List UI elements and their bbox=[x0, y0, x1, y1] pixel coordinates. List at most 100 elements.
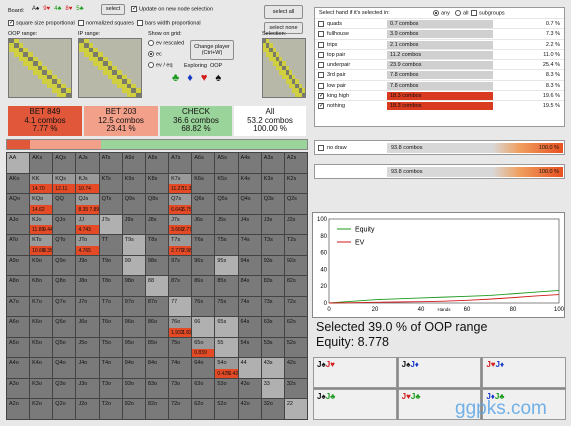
selection-thumbnail[interactable] bbox=[262, 38, 306, 98]
ec-option[interactable]: ec bbox=[148, 51, 162, 57]
hand-category-row[interactable]: quads 0.7 combos 0.7 % bbox=[315, 18, 564, 28]
grid-cell[interactable]: Q6s bbox=[192, 194, 215, 214]
grid-cell[interactable]: K7o bbox=[30, 296, 53, 317]
grid-cell[interactable]: 74o bbox=[169, 358, 192, 378]
action-box[interactable]: BET 203 12.5 combos 23.41 % bbox=[84, 106, 158, 136]
grid-cell[interactable]: T2s bbox=[284, 235, 307, 255]
grid-cell[interactable]: 86o bbox=[145, 317, 169, 337]
grid-cell[interactable]: 43o bbox=[238, 378, 261, 399]
hand-category-checkbox[interactable] bbox=[318, 31, 324, 38]
grid-cell[interactable]: 65o 0.839 bbox=[192, 337, 215, 358]
grid-cell[interactable]: 63s bbox=[261, 317, 284, 337]
grid-cell[interactable]: T3o bbox=[99, 378, 122, 399]
suit-filter-icon[interactable]: ♦ bbox=[187, 72, 193, 84]
grid-cell[interactable]: 95s bbox=[215, 255, 238, 276]
square-size-checkbox[interactable] bbox=[8, 19, 14, 26]
update-on-node-option[interactable]: Update on new node selection bbox=[131, 5, 213, 12]
grid-cell[interactable]: A6s bbox=[192, 153, 215, 173]
grid-cell[interactable]: 93s bbox=[261, 255, 284, 276]
bars-width-checkbox[interactable] bbox=[137, 20, 143, 26]
hand-combo[interactable]: J♠J♦ bbox=[397, 357, 482, 388]
ev-eq-option[interactable]: ev / eq bbox=[148, 62, 173, 68]
grid-cell[interactable]: 75s bbox=[215, 296, 238, 317]
grid-cell[interactable]: K5o bbox=[30, 337, 53, 358]
normalized-checkbox[interactable] bbox=[78, 20, 84, 26]
hand-combo[interactable]: J♥J♣ bbox=[397, 389, 482, 420]
grid-cell[interactable]: K3s bbox=[261, 173, 284, 194]
grid-cell[interactable]: AJs bbox=[76, 153, 99, 173]
ec-radio[interactable] bbox=[148, 51, 154, 57]
grid-cell[interactable]: 64s bbox=[238, 317, 261, 337]
grid-cell[interactable]: QTs bbox=[99, 194, 122, 214]
grid-cell[interactable]: J9s bbox=[122, 214, 145, 235]
grid-cell[interactable]: KQs 12.11 bbox=[53, 173, 76, 194]
ev-rescaled-option[interactable]: ev rescaled bbox=[148, 40, 184, 46]
grid-cell[interactable]: J2s bbox=[284, 214, 307, 235]
grid-cell[interactable]: K2o bbox=[30, 399, 53, 419]
grid-cell[interactable]: A4s bbox=[238, 153, 261, 173]
hand-category-row[interactable]: king high 18.3 combos 19.6 % bbox=[315, 90, 564, 101]
grid-cell[interactable]: ATs bbox=[99, 153, 122, 173]
hand-combo[interactable]: J♥J♦ bbox=[482, 357, 566, 388]
subgroups-checkbox[interactable] bbox=[471, 10, 477, 16]
grid-cell[interactable]: K4s bbox=[238, 173, 261, 194]
grid-cell[interactable]: KJs 10.74 bbox=[76, 173, 99, 194]
grid-cell[interactable]: K2s bbox=[284, 173, 307, 194]
grid-cell[interactable]: JJ 4.743 bbox=[76, 214, 99, 235]
grid-cell[interactable]: Q8o bbox=[53, 276, 76, 296]
grid-cell[interactable]: J2o bbox=[76, 399, 99, 419]
hand-category-row[interactable]: low pair 7.8 combos 8.3 % bbox=[315, 79, 564, 90]
grid-cell[interactable]: 94s bbox=[238, 255, 261, 276]
grid-cell[interactable]: 82o bbox=[145, 399, 169, 419]
grid-cell[interactable]: KK 14.70 bbox=[30, 173, 53, 194]
grid-cell[interactable]: A8o bbox=[7, 276, 30, 296]
grid-cell[interactable]: T8o bbox=[99, 276, 122, 296]
suit-filter-icon[interactable]: ♠ bbox=[215, 72, 222, 84]
grid-cell[interactable]: T9s bbox=[122, 235, 145, 255]
grid-cell[interactable]: AJo bbox=[7, 214, 30, 235]
grid-cell[interactable]: 33 bbox=[261, 378, 284, 399]
grid-cell[interactable]: 42o bbox=[238, 399, 261, 419]
grid-cell[interactable]: A3o bbox=[7, 378, 30, 399]
hand-category-checkbox[interactable] bbox=[318, 51, 324, 58]
grid-cell[interactable]: 74s bbox=[238, 296, 261, 317]
hand-category-checkbox[interactable] bbox=[318, 41, 324, 48]
bars-width-option[interactable]: bars width proportional bbox=[137, 20, 201, 26]
grid-cell[interactable]: K3o bbox=[30, 378, 53, 399]
grid-cell[interactable]: AA bbox=[7, 153, 30, 173]
draw-row[interactable]: no draw 93.8 combos 100.0 % bbox=[314, 140, 565, 155]
grid-cell[interactable]: QTo bbox=[53, 235, 76, 255]
grid-cell[interactable]: 77 bbox=[169, 296, 192, 317]
hand-category-row[interactable]: fullhouse 3.9 combos 7.3 % bbox=[315, 28, 564, 39]
grid-cell[interactable]: 83s bbox=[261, 276, 284, 296]
grid-cell[interactable]: 75o bbox=[169, 337, 192, 358]
grid-cell[interactable]: J3s bbox=[261, 214, 284, 235]
grid-cell[interactable]: 72s bbox=[284, 296, 307, 317]
any-option[interactable]: any bbox=[433, 10, 450, 16]
grid-cell[interactable]: T6o bbox=[99, 317, 122, 337]
action-box[interactable]: CHECK 36.6 combos 68.82 % bbox=[160, 106, 232, 136]
grid-cell[interactable]: 32o bbox=[261, 399, 284, 419]
grid-cell[interactable]: K6s bbox=[192, 173, 215, 194]
grid-cell[interactable]: 73s bbox=[261, 296, 284, 317]
grid-cell[interactable]: 92o bbox=[122, 399, 145, 419]
hand-category-checkbox[interactable] bbox=[318, 72, 324, 79]
grid-cell[interactable]: 76s bbox=[192, 296, 215, 317]
grid-cell[interactable]: J6s bbox=[192, 214, 215, 235]
grid-cell[interactable]: 87s bbox=[169, 276, 192, 296]
grid-cell[interactable]: KTo 10.668.357 bbox=[30, 235, 53, 255]
grid-cell[interactable]: 82s bbox=[284, 276, 307, 296]
grid-cell[interactable]: AKo bbox=[7, 173, 30, 194]
hand-category-checkbox[interactable] bbox=[318, 21, 324, 27]
action-box[interactable]: All 53.2 combos 100.00 % bbox=[234, 106, 306, 136]
any-radio[interactable] bbox=[433, 10, 439, 16]
grid-cell[interactable]: A5s bbox=[215, 153, 238, 173]
grid-cell[interactable]: 85s bbox=[215, 276, 238, 296]
grid-cell[interactable]: Q9o bbox=[53, 255, 76, 276]
grid-cell[interactable]: A6o bbox=[7, 317, 30, 337]
grid-cell[interactable]: K8s bbox=[145, 173, 169, 194]
draw-checkbox[interactable] bbox=[318, 145, 324, 151]
grid-cell[interactable]: A3s bbox=[261, 153, 284, 173]
